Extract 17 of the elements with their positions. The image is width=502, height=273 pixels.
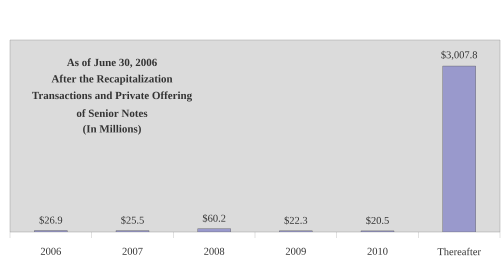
data-label: $60.2 <box>202 214 226 222</box>
annotation: After the Recapitalization <box>52 74 172 85</box>
annotation: of Senior Notes <box>76 109 148 118</box>
x-tick-label: 2009 <box>286 248 306 255</box>
annotation: As of June 30, 2006 <box>66 58 157 68</box>
data-label: $26.9 <box>40 216 62 224</box>
x-tick-label: 2007 <box>122 248 143 255</box>
annotation: (In Millions) <box>83 124 141 135</box>
x-tick-label: 2006 <box>40 248 61 255</box>
x-tick-label: 2008 <box>204 248 224 255</box>
data-label: $22.3 <box>284 216 308 225</box>
data-label: $25.5 <box>121 216 144 224</box>
data-label: $3,007.8 <box>441 50 478 60</box>
x-tick-label: Thereafter <box>438 248 481 256</box>
data-label: $20.5 <box>366 216 389 225</box>
x-tick-label: 2010 <box>367 248 388 255</box>
annotation: Transactions and Private Offering <box>32 91 192 102</box>
